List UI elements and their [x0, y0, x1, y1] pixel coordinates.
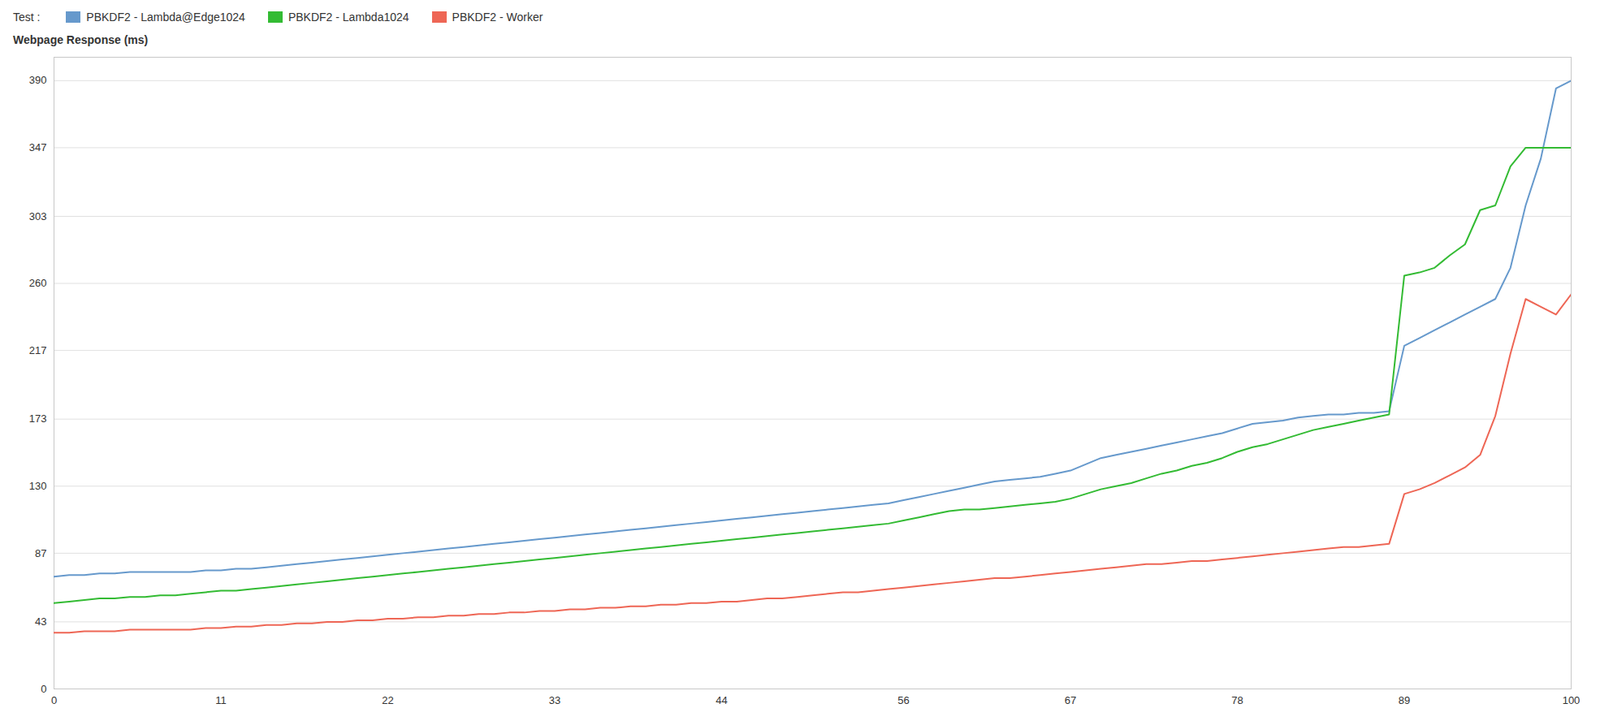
svg-text:67: 67 [1064, 694, 1077, 707]
svg-text:44: 44 [715, 694, 727, 707]
svg-text:78: 78 [1231, 694, 1243, 707]
svg-text:347: 347 [29, 141, 48, 154]
svg-text:22: 22 [381, 694, 394, 707]
svg-text:0: 0 [40, 683, 47, 696]
svg-text:0: 0 [51, 694, 57, 707]
svg-text:260: 260 [29, 276, 48, 290]
svg-text:303: 303 [29, 210, 48, 223]
svg-text:100: 100 [1562, 694, 1581, 707]
html-text:PBKDF2 - Worker: PBKDF2 - Worker [452, 10, 543, 24]
html-text:PBKDF2 - Lambda1024: PBKDF2 - Lambda1024 [288, 10, 410, 24]
html-text:Test :: Test : [12, 10, 44, 24]
svg-text:33: 33 [549, 694, 561, 707]
svg-text:11: 11 [215, 694, 227, 707]
svg-text:56: 56 [897, 694, 909, 707]
svg-text:130: 130 [29, 480, 48, 493]
svg-text:87: 87 [34, 547, 47, 560]
svg-text:217: 217 [29, 344, 48, 357]
html-text:PBKDF2 - Lambda@Edge1024: PBKDF2 - Lambda@Edge1024 [86, 10, 246, 24]
svg-text:43: 43 [34, 615, 47, 628]
svg-text:89: 89 [1398, 694, 1410, 707]
html-text:Webpage Response (ms): Webpage Response (ms) [12, 33, 148, 47]
svg-text:390: 390 [29, 73, 48, 87]
svg-text:173: 173 [29, 412, 48, 425]
